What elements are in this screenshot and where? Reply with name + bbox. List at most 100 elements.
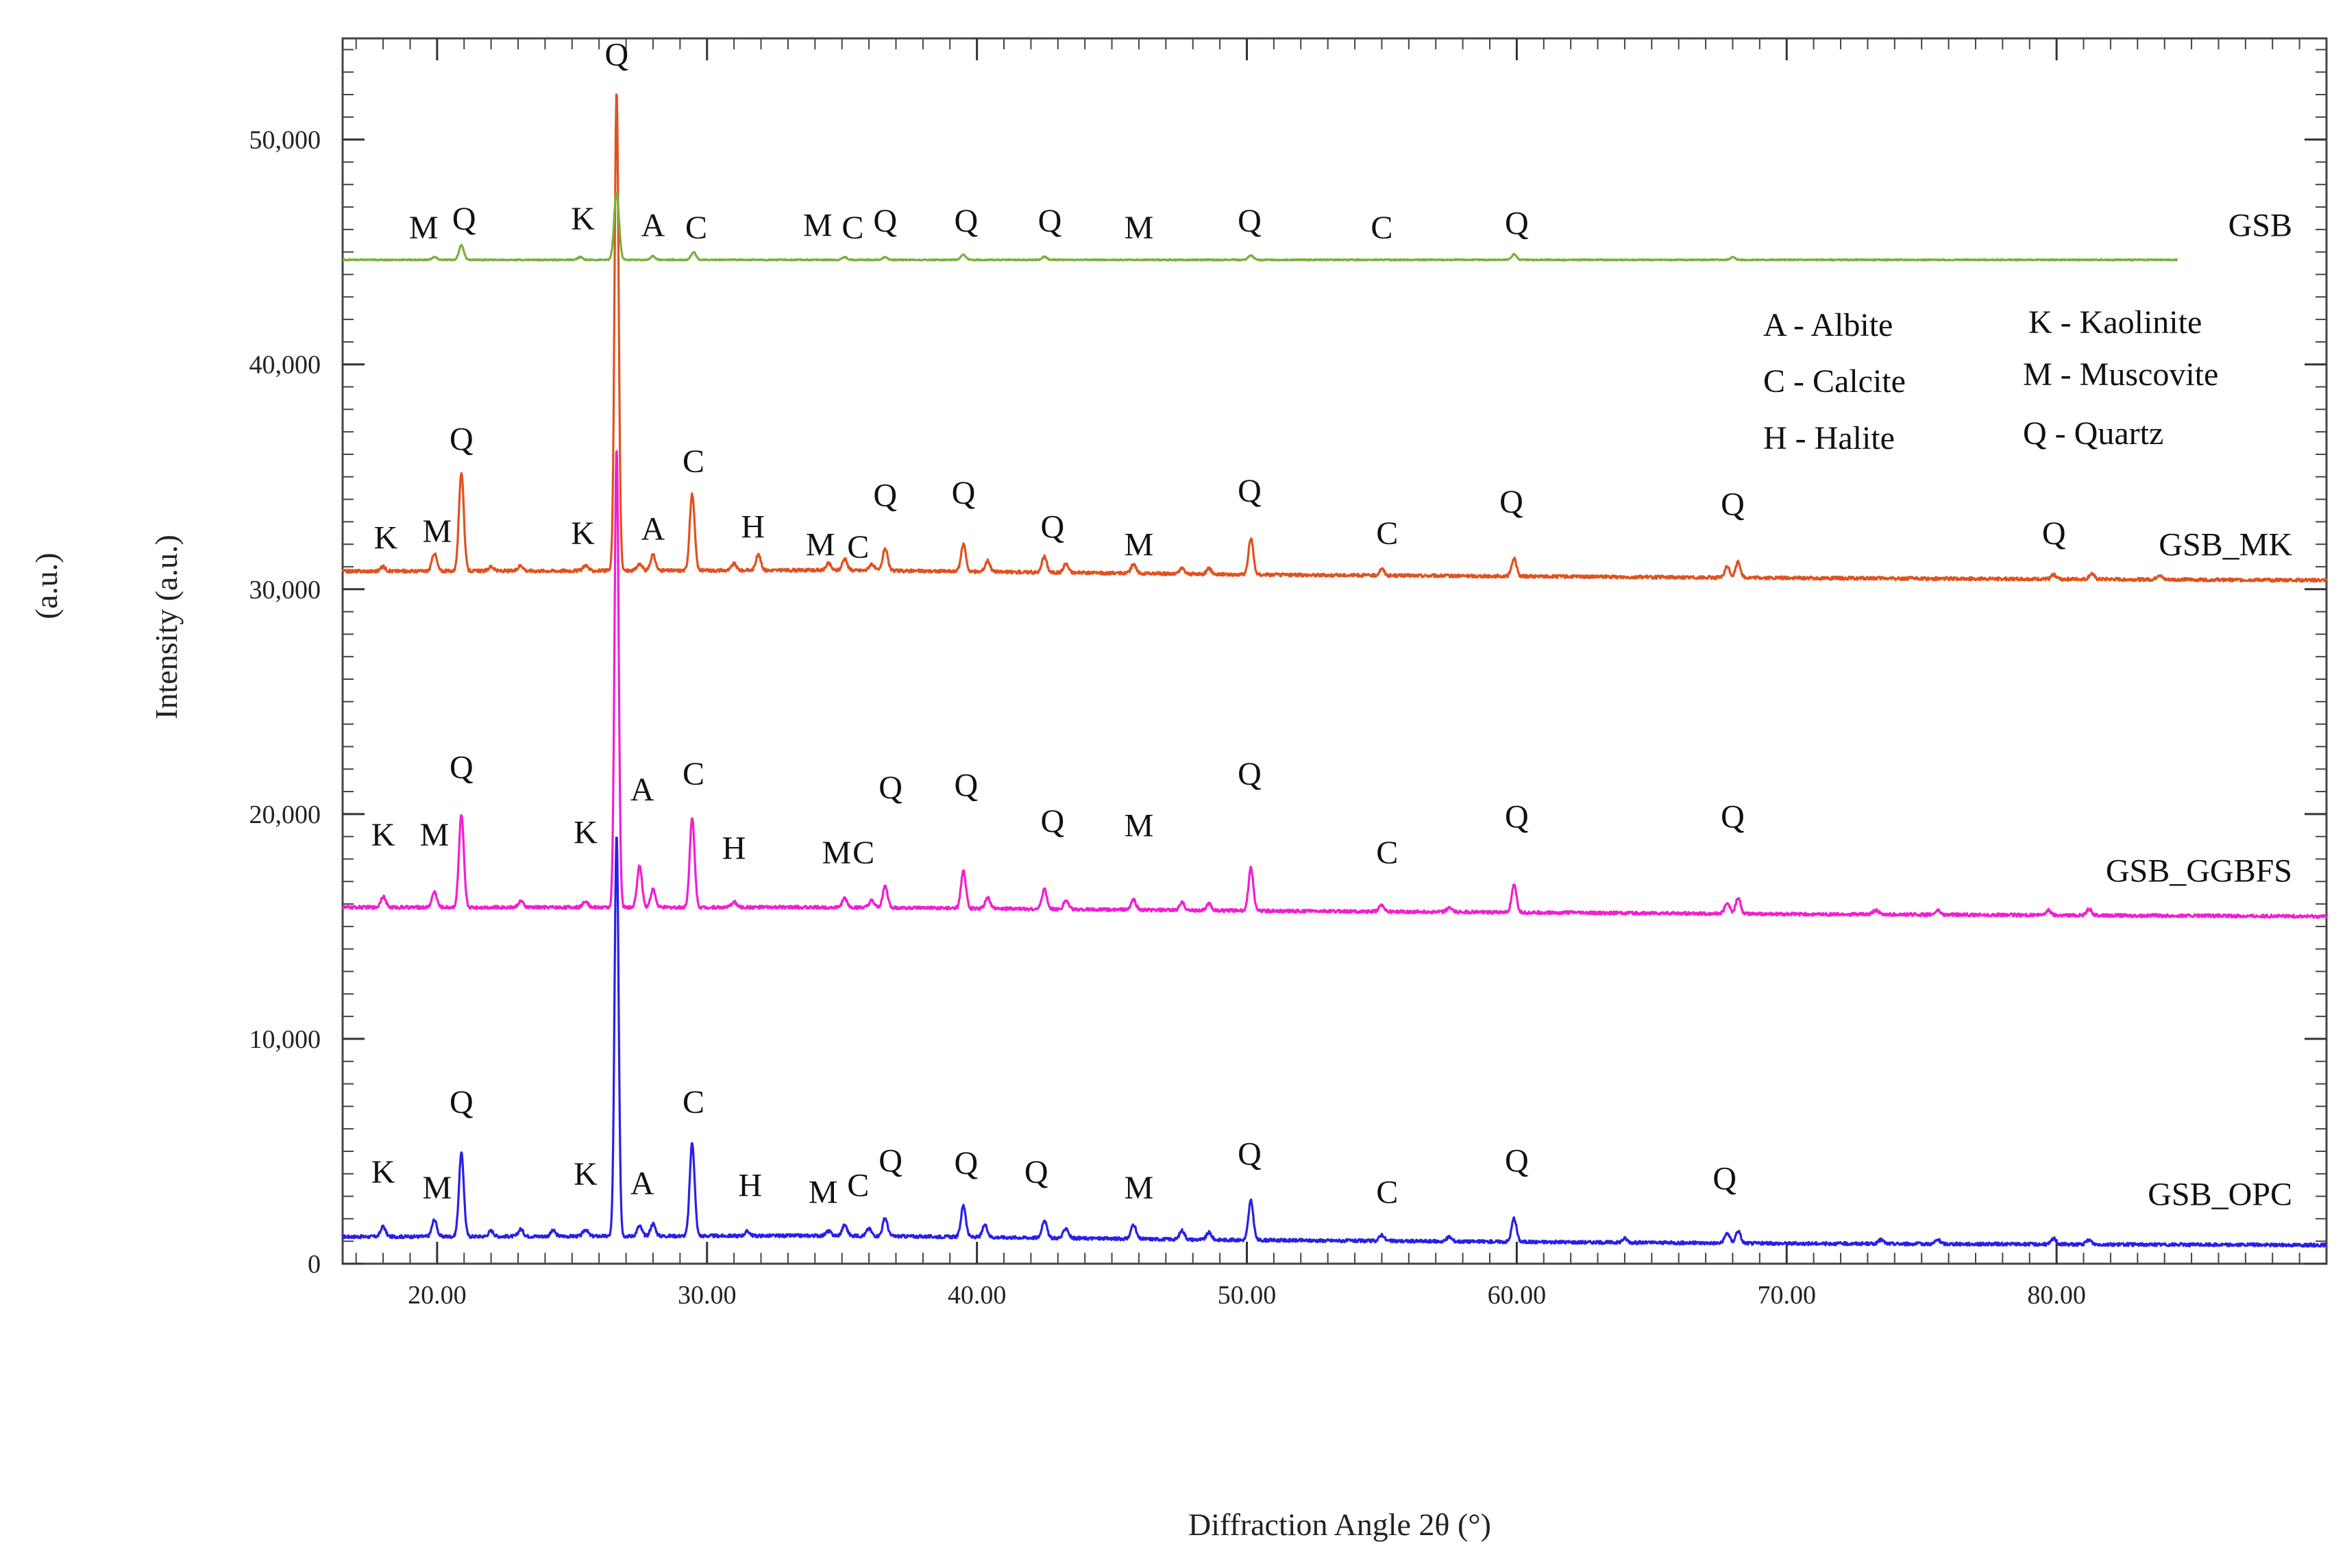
peak-label: C [683, 443, 704, 480]
major-ticks [343, 38, 2326, 1265]
peak-label: Q [1238, 203, 1262, 239]
peak-label: Q [1712, 1161, 1736, 1197]
y-axis-title: Intensity (a.u.) [149, 535, 184, 720]
peak-label: A [641, 511, 665, 548]
peak-label: Q [1024, 1154, 1048, 1190]
peak-label: Q [1238, 1136, 1262, 1173]
plot-frame [341, 37, 2328, 1265]
peak-label: Q [1041, 803, 1065, 840]
peak-label: K [574, 815, 598, 851]
peak-label: C [847, 529, 869, 565]
peak-label: Q [1505, 799, 1529, 835]
peak-label: Q [955, 203, 979, 239]
peak-label: K [571, 515, 595, 552]
legend-entry-albite: A - Albite [1763, 307, 1893, 343]
peak-label: M [420, 817, 450, 853]
x-tick-labels: 20.00 30.00 40.00 50.00 60.00 70.00 80.00 [408, 1281, 2086, 1310]
peak-label: H [741, 509, 765, 545]
peak-label: C [1376, 515, 1398, 552]
peak-label: Q [1499, 484, 1523, 520]
legend-entry-muscovite: M - Muscovite [2023, 356, 2218, 393]
legend-entry-calcite: C - Calcite [1763, 363, 1906, 400]
x-tick-label: 80.00 [2027, 1281, 2086, 1310]
peak-label: H [738, 1168, 762, 1204]
peak-label: C [683, 756, 704, 792]
peak-label: C [847, 1168, 869, 1204]
peak-label: K [574, 1156, 598, 1192]
series-line-gsb [342, 192, 2178, 262]
peak-label: Q [1721, 799, 1745, 835]
peak-label: Q [873, 477, 897, 513]
peak-label: Q [952, 475, 976, 511]
peak-label: M [806, 527, 835, 563]
y-tick-label: 50,000 [249, 126, 321, 155]
series-lines [341, 93, 2328, 1248]
peak-label: K [571, 201, 595, 237]
x-tick-label: 20.00 [408, 1281, 467, 1310]
y-tick-label: 30,000 [249, 576, 321, 604]
peak-label: Q [450, 421, 474, 457]
x-tick-label: 50.00 [1218, 1281, 1277, 1310]
series-line-gsb-mk [341, 93, 2328, 583]
peak-label: K [371, 817, 395, 853]
peak-label: Q [879, 1142, 903, 1179]
peak-label: Q [1041, 509, 1065, 545]
peak-label: A [630, 772, 654, 808]
series-line-gsb-opc [342, 836, 2327, 1248]
peak-label: H [722, 830, 746, 866]
peak-label: Q [1721, 487, 1745, 523]
peak-label: C [685, 210, 707, 246]
series-label-gsb-mk: GSB_MK [2159, 527, 2292, 563]
tallest-peak-label: Q [604, 36, 628, 73]
peak-label: Q [1505, 205, 1529, 241]
peak-label: C [1371, 210, 1392, 246]
x-tick-label: 70.00 [1757, 1281, 1816, 1310]
peak-label: Q [955, 1145, 979, 1181]
peak-label: Q [450, 1084, 474, 1120]
x-tick-label: 40.00 [948, 1281, 1007, 1310]
peak-label: Q [2042, 515, 2066, 552]
series-labels: GSB_OPC GSB_GGBFS GSB_MK GSB [2106, 208, 2292, 1213]
peak-label: M [1125, 527, 1154, 563]
peak-label: Q [450, 749, 474, 785]
peak-label: Q [1505, 1142, 1529, 1179]
legend: A - Albite C - Calcite H - Halite K - Ka… [1763, 304, 2218, 456]
legend-entry-kaolinite: K - Kaolinite [2028, 304, 2202, 341]
peak-label: Q [1038, 203, 1062, 239]
x-tick-label: 30.00 [678, 1281, 737, 1310]
series-label-gsb-opc: GSB_OPC [2148, 1177, 2292, 1213]
outer-y-axis-title: (a.u.) [29, 552, 64, 619]
peak-label: A [630, 1165, 654, 1201]
minor-ticks [343, 38, 2326, 1264]
series-line-gsb-ggbfs [341, 450, 2328, 920]
peak-label: M [423, 513, 452, 550]
peak-label: M [803, 208, 833, 244]
peak-label: K [371, 1154, 395, 1190]
series-label-gsb-ggbfs: GSB_GGBFS [2106, 853, 2292, 889]
peak-label: C [1376, 835, 1398, 871]
peak-label: C [1376, 1174, 1398, 1210]
peak-label: Q [955, 768, 979, 804]
peak-label: C [842, 210, 863, 246]
peak-label: C [852, 835, 874, 871]
x-tick-label: 60.00 [1488, 1281, 1547, 1310]
peak-label: A [641, 208, 665, 244]
peak-label: Q [1238, 473, 1262, 509]
peak-label: M [423, 1170, 452, 1206]
peak-label: Q [1238, 756, 1262, 792]
peak-label: M [809, 1174, 838, 1210]
y-tick-label: 20,000 [249, 800, 321, 829]
peak-label: Q [879, 770, 903, 806]
y-tick-labels: 0 10,000 20,000 30,000 40,000 50,000 [249, 126, 321, 1279]
series-label-gsb: GSB [2229, 208, 2292, 244]
peak-label: M [409, 210, 439, 246]
y-tick-label: 40,000 [249, 351, 321, 380]
peak-label: Q [452, 201, 476, 237]
peak-label: M [1125, 808, 1154, 844]
legend-entry-halite: H - Halite [1763, 420, 1895, 456]
y-tick-label: 10,000 [249, 1025, 321, 1054]
peak-label: M [822, 835, 851, 871]
peak-label: M [1125, 1170, 1154, 1206]
